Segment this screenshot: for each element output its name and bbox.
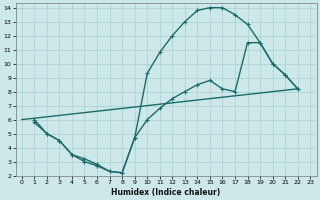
X-axis label: Humidex (Indice chaleur): Humidex (Indice chaleur) (111, 188, 221, 197)
